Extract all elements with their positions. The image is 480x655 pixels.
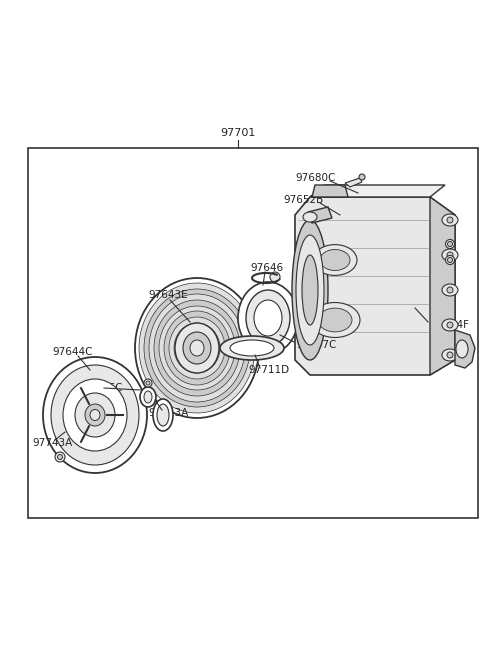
Ellipse shape: [310, 303, 360, 337]
Ellipse shape: [238, 282, 298, 354]
Circle shape: [58, 455, 62, 460]
Polygon shape: [295, 197, 455, 375]
Circle shape: [445, 240, 455, 248]
Circle shape: [447, 217, 453, 223]
Circle shape: [146, 381, 150, 385]
Circle shape: [447, 352, 453, 358]
Text: 97711D: 97711D: [248, 365, 289, 375]
Circle shape: [359, 174, 365, 180]
Ellipse shape: [135, 278, 259, 418]
Circle shape: [55, 452, 65, 462]
Polygon shape: [310, 185, 445, 197]
Ellipse shape: [303, 212, 317, 222]
Ellipse shape: [175, 323, 219, 373]
Ellipse shape: [190, 340, 204, 356]
Ellipse shape: [302, 255, 318, 325]
Ellipse shape: [442, 349, 458, 361]
Text: 97652B: 97652B: [283, 195, 323, 205]
Bar: [28, 148, 478, 518]
Ellipse shape: [90, 409, 100, 421]
Text: 97643A: 97643A: [148, 408, 188, 418]
Text: 97644C: 97644C: [52, 347, 93, 357]
Circle shape: [447, 287, 453, 293]
Circle shape: [447, 257, 453, 263]
Circle shape: [144, 379, 152, 387]
Ellipse shape: [140, 387, 156, 407]
Circle shape: [447, 242, 453, 246]
Circle shape: [445, 255, 455, 265]
Ellipse shape: [296, 235, 324, 345]
Ellipse shape: [230, 340, 274, 356]
Ellipse shape: [292, 220, 328, 360]
Text: 97646: 97646: [250, 263, 283, 273]
Text: 97680C: 97680C: [295, 173, 336, 183]
Ellipse shape: [43, 357, 147, 473]
Ellipse shape: [320, 250, 350, 271]
Ellipse shape: [442, 249, 458, 261]
Ellipse shape: [157, 404, 169, 426]
Ellipse shape: [154, 300, 240, 396]
Ellipse shape: [144, 391, 152, 403]
Ellipse shape: [220, 336, 284, 360]
Text: 97674F: 97674F: [430, 320, 469, 330]
Polygon shape: [308, 207, 332, 223]
Polygon shape: [430, 197, 455, 375]
Ellipse shape: [246, 290, 290, 346]
Ellipse shape: [153, 399, 173, 431]
Ellipse shape: [442, 214, 458, 226]
Ellipse shape: [456, 340, 468, 358]
Ellipse shape: [51, 365, 139, 465]
Text: 97701: 97701: [220, 128, 256, 138]
Circle shape: [447, 322, 453, 328]
Ellipse shape: [139, 283, 255, 413]
Circle shape: [447, 252, 453, 258]
Polygon shape: [345, 178, 362, 187]
Circle shape: [270, 272, 280, 282]
Ellipse shape: [442, 284, 458, 296]
Polygon shape: [312, 185, 348, 197]
Text: 97707C: 97707C: [296, 340, 336, 350]
Polygon shape: [455, 330, 475, 368]
Ellipse shape: [183, 332, 211, 364]
Ellipse shape: [159, 306, 235, 390]
Ellipse shape: [63, 379, 127, 451]
Ellipse shape: [149, 294, 245, 402]
Text: 97643E: 97643E: [148, 290, 188, 300]
Ellipse shape: [254, 300, 282, 336]
Text: 97646C: 97646C: [82, 383, 122, 393]
Ellipse shape: [174, 323, 220, 373]
Ellipse shape: [442, 319, 458, 331]
Ellipse shape: [85, 404, 105, 426]
Ellipse shape: [169, 317, 225, 379]
Ellipse shape: [318, 308, 352, 332]
Ellipse shape: [75, 393, 115, 437]
Ellipse shape: [164, 311, 230, 385]
Ellipse shape: [313, 244, 357, 275]
Text: 97743A: 97743A: [32, 438, 72, 448]
Ellipse shape: [144, 289, 250, 407]
